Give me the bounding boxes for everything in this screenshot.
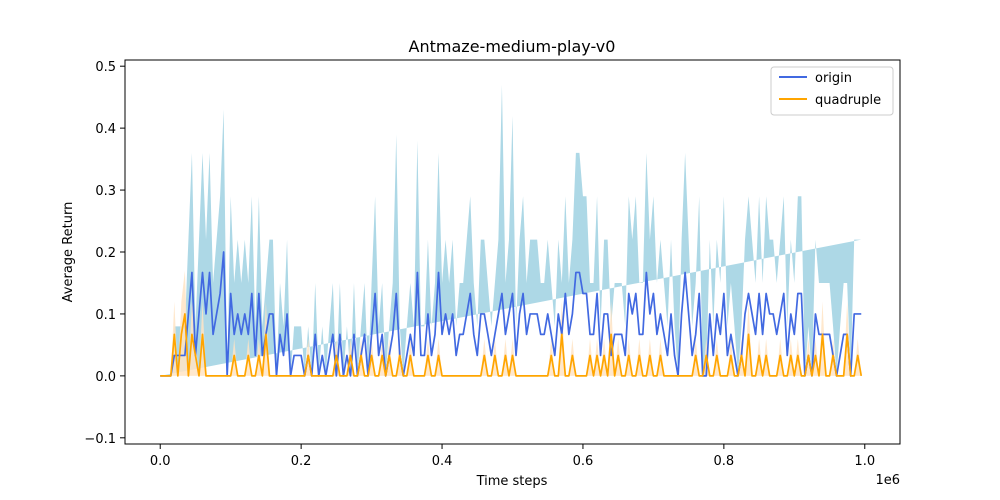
y-tick-label: 0.2 [95, 246, 116, 261]
y-tick-label: 0.5 [95, 60, 116, 75]
y-tick-label: −0.1 [84, 432, 116, 447]
y-tick-label: 0.3 [95, 184, 116, 199]
series-line-origin [160, 251, 862, 377]
x-tick-label: 0.6 [573, 454, 594, 469]
series-line-quadruple [160, 313, 863, 377]
legend-label-quadruple: quadruple [815, 93, 881, 108]
legend-label-origin: origin [815, 71, 852, 86]
legend-box [770, 66, 894, 116]
y-axis-label: Average Return [61, 202, 76, 303]
y-tick-label: 0.1 [95, 308, 116, 323]
x-tick-label: 0.2 [291, 454, 312, 469]
x-axis-label: Time steps [476, 474, 548, 489]
x-axis-offset-text: 1e6 [875, 473, 900, 488]
y-axis-ticks: −0.1 0.0 0.1 0.2 0.3 0.4 0.5 [84, 60, 125, 447]
band-quadruple [160, 270, 862, 376]
x-tick-label: 0.8 [714, 454, 735, 469]
x-tick-label: 0.4 [432, 454, 453, 469]
legend: origin quadruple [770, 66, 894, 116]
x-tick-label: 1.0 [854, 454, 875, 469]
y-tick-label: 0.4 [95, 122, 116, 137]
x-axis-ticks: 0.0 0.2 0.4 0.6 0.8 1.0 [150, 444, 875, 469]
chart-title: Antmaze-medium-play-v0 [409, 37, 616, 56]
y-tick-label: 0.0 [95, 370, 116, 385]
series-lines [160, 251, 863, 377]
x-tick-label: 0.0 [150, 454, 171, 469]
confidence-bands [160, 84, 862, 376]
band-origin [160, 84, 862, 376]
